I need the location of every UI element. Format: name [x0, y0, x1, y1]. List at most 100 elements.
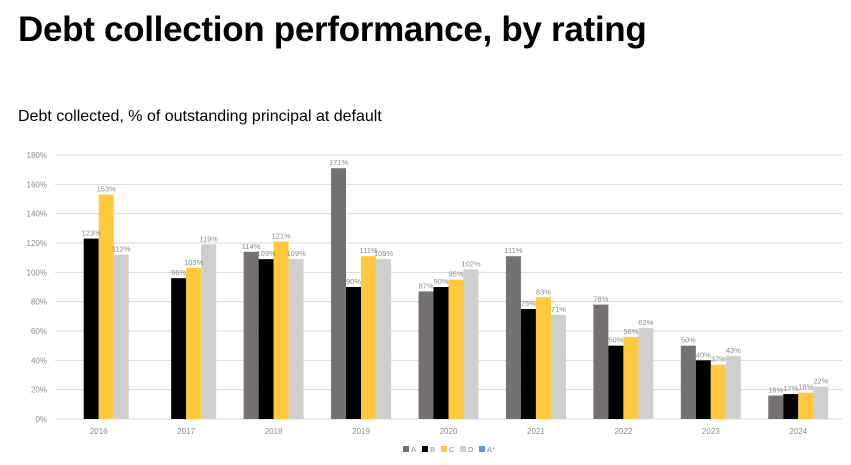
- data-label: 37%: [711, 355, 726, 364]
- bar-b-2016: [83, 238, 99, 419]
- y-tick-label: 0%: [35, 415, 47, 424]
- bar-d-2020: [463, 269, 479, 419]
- data-label: 71%: [551, 305, 566, 314]
- bar-c-2024: [798, 392, 814, 419]
- y-tick-label: 100%: [27, 268, 47, 277]
- data-label: 50%: [681, 336, 696, 345]
- x-tick-label: 2018: [265, 427, 283, 436]
- bar-c-2017: [186, 267, 202, 419]
- bar-c-2018: [273, 241, 289, 419]
- data-label: 109%: [257, 249, 277, 258]
- y-tick-label: 80%: [31, 298, 47, 307]
- legend-swatch-c: [441, 446, 447, 452]
- data-label: 111%: [360, 246, 378, 255]
- data-labels: 123%153%112%96%103%119%114%109%121%109%1…: [82, 158, 829, 394]
- bar-c-2021: [535, 297, 551, 419]
- y-tick-label: 20%: [31, 386, 47, 395]
- legend-label: A*: [487, 445, 495, 454]
- data-label: 62%: [638, 318, 653, 327]
- data-label: 56%: [623, 327, 638, 336]
- bar-b-2024: [783, 394, 799, 419]
- bar-c-2020: [448, 279, 464, 419]
- bar-b-2019: [346, 287, 362, 419]
- data-label: 90%: [433, 277, 448, 286]
- legend-swatch-astar: [479, 446, 485, 452]
- data-label: 114%: [242, 242, 261, 251]
- legend-label: B: [430, 445, 435, 454]
- data-label: 87%: [418, 281, 433, 290]
- data-label: 96%: [171, 268, 186, 277]
- data-label: 18%: [798, 383, 813, 392]
- bar-b-2021: [520, 309, 536, 419]
- data-label: 153%: [97, 185, 117, 194]
- data-label: 112%: [112, 245, 131, 254]
- bar-b-2022: [608, 345, 624, 419]
- bar-c-2016: [98, 194, 114, 419]
- data-label: 75%: [521, 299, 536, 308]
- x-tick-label: 2016: [90, 427, 108, 436]
- data-label: 123%: [82, 229, 102, 238]
- y-tick-label: 120%: [27, 239, 47, 248]
- data-label: 78%: [593, 295, 608, 304]
- data-label: 40%: [696, 350, 711, 359]
- legend-label: C: [449, 445, 455, 454]
- legend-label: A: [411, 445, 416, 454]
- bar-a-2021: [505, 256, 521, 419]
- data-label: 95%: [448, 270, 463, 279]
- x-tick-label: 2021: [527, 427, 545, 436]
- data-label: 50%: [608, 336, 623, 345]
- bar-c-2022: [623, 336, 639, 419]
- y-tick-label: 180%: [27, 151, 47, 160]
- x-tick-label: 2024: [789, 427, 807, 436]
- bar-d-2022: [638, 328, 654, 419]
- data-label: 171%: [329, 158, 349, 167]
- legend-label: D: [468, 445, 474, 454]
- data-label: 109%: [287, 249, 307, 258]
- bar-b-2020: [433, 287, 449, 419]
- bar-d-2016: [113, 254, 129, 419]
- bar-a-2019: [331, 168, 347, 419]
- y-tick-label: 140%: [27, 210, 47, 219]
- legend-swatch-a: [403, 446, 409, 452]
- bar-a-2020: [418, 291, 434, 419]
- bar-a-2018: [243, 251, 259, 419]
- bar-d-2017: [201, 244, 217, 419]
- x-tick-label: 2019: [352, 427, 370, 436]
- y-axis: 0% 20% 40% 60% 80% 100% 120% 140% 160% 180%: [27, 151, 47, 424]
- bar-b-2018: [258, 259, 274, 419]
- data-label: 43%: [726, 346, 741, 355]
- data-label: 109%: [374, 249, 394, 258]
- legend-swatch-d: [460, 446, 466, 452]
- bar-d-2024: [813, 386, 829, 419]
- data-label: 17%: [783, 384, 798, 393]
- y-tick-label: 40%: [31, 356, 47, 365]
- data-label: 16%: [768, 386, 783, 395]
- page-title: Debt collection performance, by rating: [18, 10, 647, 49]
- legend-swatch-b: [422, 446, 428, 452]
- bar-a-2022: [593, 304, 609, 419]
- data-label: 111%: [504, 246, 522, 255]
- data-label: 102%: [461, 259, 481, 268]
- bar-b-2017: [171, 278, 187, 419]
- legend: A B C D A*: [403, 445, 495, 454]
- chart-subtitle: Debt collected, % of outstanding princip…: [18, 108, 382, 125]
- bar-c-2019: [361, 256, 377, 419]
- x-tick-label: 2017: [177, 427, 195, 436]
- bars: [83, 168, 829, 419]
- y-tick-label: 60%: [31, 327, 47, 336]
- data-label: 103%: [184, 258, 204, 267]
- data-label: 121%: [272, 232, 292, 241]
- bar-d-2021: [550, 314, 566, 419]
- bar-c-2023: [710, 364, 726, 419]
- y-tick-label: 160%: [27, 180, 47, 189]
- x-tick-label: 2020: [440, 427, 458, 436]
- bar-a-2023: [680, 345, 696, 419]
- x-axis: 2016 2017 2018 2019 2020 2021 2022 2023 2024: [90, 427, 808, 436]
- x-tick-label: 2022: [614, 427, 632, 436]
- data-label: 83%: [536, 287, 551, 296]
- data-label: 90%: [346, 277, 361, 286]
- data-label: 22%: [813, 377, 828, 386]
- bar-a-2024: [768, 395, 784, 419]
- bar-d-2023: [725, 355, 741, 419]
